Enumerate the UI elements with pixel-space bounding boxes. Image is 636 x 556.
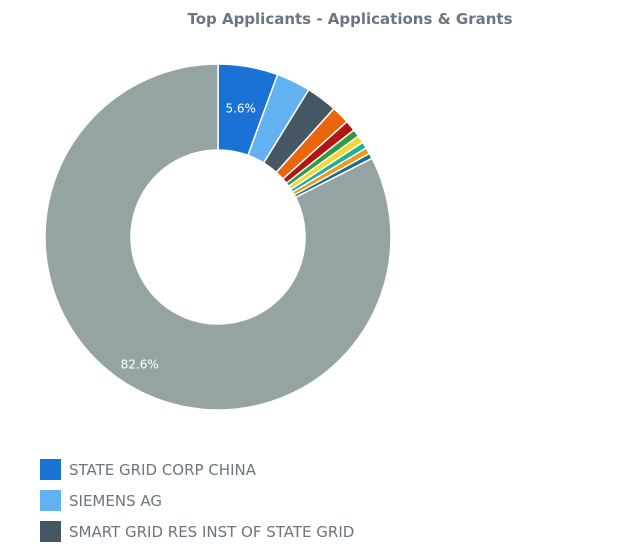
legend-swatch <box>40 490 61 511</box>
donut-chart: 5.6% 82.6% <box>44 63 392 411</box>
slice-label-state-grid-corp-china: 5.6% <box>225 102 256 116</box>
donut-slice-other-10[interactable] <box>44 63 392 411</box>
chart-legend: STATE GRID CORP CHINA SIEMENS AG SMART G… <box>40 454 354 547</box>
donut-slice-labels: 5.6% 82.6% <box>121 102 256 372</box>
legend-label: SMART GRID RES INST OF STATE GRID <box>69 522 355 541</box>
donut-slices <box>44 63 392 411</box>
legend-label: STATE GRID CORP CHINA <box>69 460 256 479</box>
legend-item-smart-grid-res-inst[interactable]: SMART GRID RES INST OF STATE GRID <box>40 516 354 547</box>
chart-title: Top Applicants - Applications & Grants <box>187 10 513 28</box>
legend-label: SIEMENS AG <box>69 491 162 510</box>
slice-label-other-10: 82.6% <box>121 357 159 371</box>
legend-item-siemens-ag[interactable]: SIEMENS AG <box>40 485 354 516</box>
legend-item-state-grid-corp-china[interactable]: STATE GRID CORP CHINA <box>40 454 354 485</box>
legend-swatch <box>40 459 61 480</box>
legend-swatch <box>40 521 61 542</box>
